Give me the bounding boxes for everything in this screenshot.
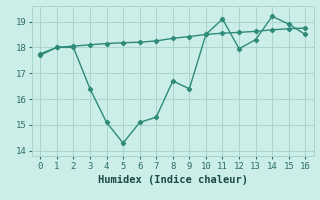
X-axis label: Humidex (Indice chaleur): Humidex (Indice chaleur) [98, 175, 248, 185]
